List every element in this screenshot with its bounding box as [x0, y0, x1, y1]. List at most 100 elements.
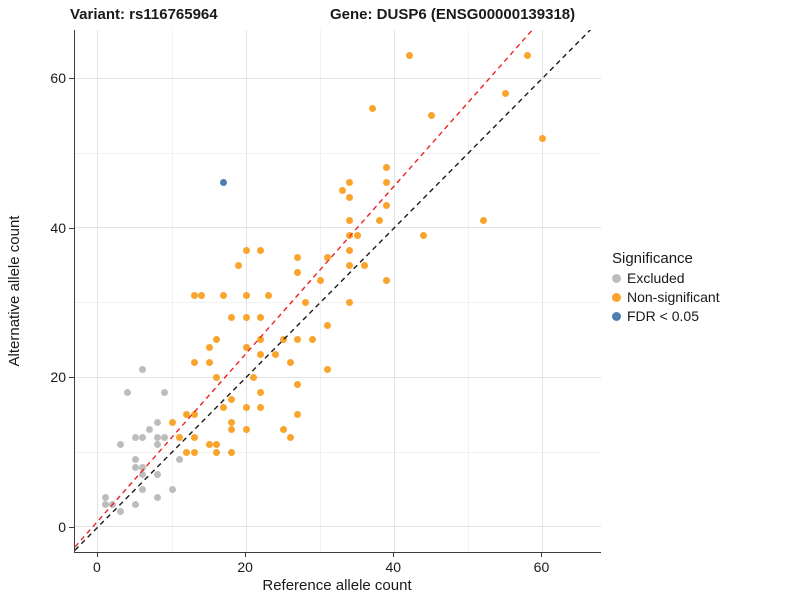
y-tick-mark: [69, 377, 74, 379]
plot-panel: [74, 30, 601, 553]
data-point: [101, 493, 109, 501]
x-tick-mark: [96, 552, 98, 557]
x-tick-mark: [245, 552, 247, 557]
data-point: [153, 471, 161, 479]
data-point: [213, 336, 220, 344]
gridline-major: [97, 30, 99, 552]
data-point: [361, 261, 369, 269]
legend-items: Excluded Non-significant FDR < 0.05: [612, 270, 720, 324]
data-point: [124, 388, 132, 396]
data-point: [294, 254, 302, 262]
data-point: [227, 448, 235, 456]
data-point: [220, 179, 228, 187]
y-tick-mark: [69, 78, 74, 80]
data-point: [420, 231, 428, 239]
data-point: [294, 269, 302, 277]
gridline-major: [75, 77, 601, 79]
data-point: [168, 486, 176, 494]
data-point: [138, 486, 146, 494]
data-point: [227, 396, 235, 404]
data-point: [205, 358, 213, 366]
data-point: [242, 403, 250, 411]
data-point: [213, 441, 220, 449]
variant-title: Variant: rs116765964: [70, 6, 218, 23]
data-point: [250, 373, 258, 381]
data-point: [146, 426, 154, 434]
data-point: [153, 418, 161, 426]
data-point: [227, 314, 235, 322]
data-point: [183, 411, 191, 419]
data-point: [383, 201, 391, 209]
legend-item: FDR < 0.05: [612, 308, 720, 324]
x-tick-label: 0: [93, 559, 101, 575]
data-point: [301, 299, 309, 307]
data-point: [183, 448, 191, 456]
y-axis-title: Alternative allele count: [6, 215, 23, 367]
data-point: [153, 441, 161, 449]
data-point: [257, 388, 265, 396]
data-point: [190, 448, 198, 456]
legend-item-label: Excluded: [627, 270, 685, 286]
data-point: [346, 216, 354, 224]
gridline-major: [245, 30, 247, 552]
gridline-minor: [75, 152, 601, 154]
data-point: [346, 261, 354, 269]
data-point: [324, 321, 332, 329]
data-point: [227, 426, 235, 434]
data-point: [346, 194, 354, 202]
data-point: [213, 373, 220, 381]
x-axis-title: Reference allele count: [262, 577, 412, 594]
fit-line: [75, 30, 534, 548]
gridline-minor: [319, 30, 321, 552]
data-point: [427, 112, 435, 120]
data-point: [324, 254, 332, 262]
data-point: [242, 314, 250, 322]
data-point: [479, 216, 487, 224]
y-tick-mark: [69, 227, 74, 229]
y-tick-label: 0: [58, 518, 66, 535]
data-point: [198, 291, 206, 299]
data-point: [213, 448, 220, 456]
y-tick-label: 20: [50, 369, 66, 386]
data-point: [242, 426, 250, 434]
legend-item-label: FDR < 0.05: [627, 308, 699, 324]
legend-item: Excluded: [612, 270, 720, 286]
data-point: [501, 89, 509, 97]
gridline-major: [393, 30, 395, 552]
data-point: [279, 426, 287, 434]
data-point: [190, 291, 198, 299]
data-point: [264, 291, 272, 299]
data-point: [272, 351, 280, 359]
data-point: [346, 179, 354, 187]
data-point: [175, 433, 183, 441]
data-point: [524, 52, 532, 60]
data-point: [383, 179, 391, 187]
data-point: [294, 381, 302, 389]
data-point: [101, 501, 109, 508]
data-point: [161, 433, 169, 441]
data-point: [257, 403, 265, 411]
data-point: [131, 501, 139, 508]
identity-line: [75, 30, 592, 551]
data-point: [242, 343, 250, 351]
data-point: [257, 314, 265, 322]
y-tick-label: 60: [50, 70, 66, 87]
data-point: [220, 403, 228, 411]
data-point: [205, 343, 213, 351]
gridline-minor: [467, 30, 469, 552]
data-point: [324, 366, 332, 374]
gridline-minor: [75, 302, 601, 304]
gridline-major: [75, 376, 601, 378]
data-point: [116, 441, 124, 449]
data-point: [353, 231, 361, 239]
data-point: [287, 358, 295, 366]
data-point: [294, 411, 302, 419]
data-point: [405, 52, 413, 60]
data-point: [227, 418, 235, 426]
gridline-minor: [171, 30, 173, 552]
x-tick-label: 20: [237, 559, 253, 575]
data-point: [346, 299, 354, 307]
data-point: [138, 463, 146, 471]
data-point: [375, 216, 383, 224]
data-point: [257, 336, 265, 344]
